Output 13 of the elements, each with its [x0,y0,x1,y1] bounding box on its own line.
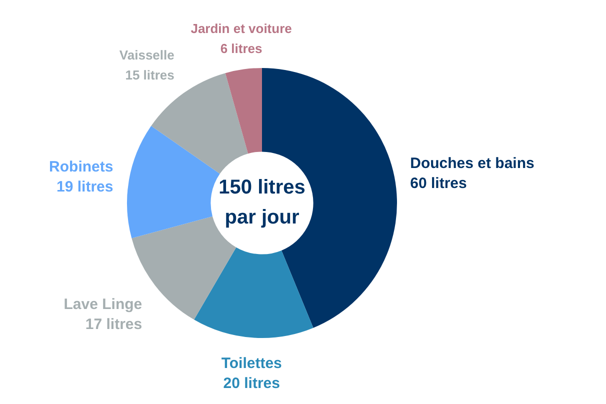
data-label: 6 litres [220,41,262,56]
data-label: 19 litres [56,178,114,196]
data-label: 17 litres [85,316,142,333]
slice-label: Robinets [49,158,114,176]
data-label: 60 litres [410,174,467,192]
slice-label: Jardin et voiture [190,21,292,36]
slice-label: Douches et bains [410,154,534,172]
slice-label: Lave Linge [64,296,142,313]
slice-label: Toilettes [221,354,282,372]
text: 150 litres par jour [218,176,306,229]
data-label: 20 litres [223,374,280,392]
data-label: 15 litres [125,68,174,83]
slice-label: Vaisselle [119,48,174,63]
